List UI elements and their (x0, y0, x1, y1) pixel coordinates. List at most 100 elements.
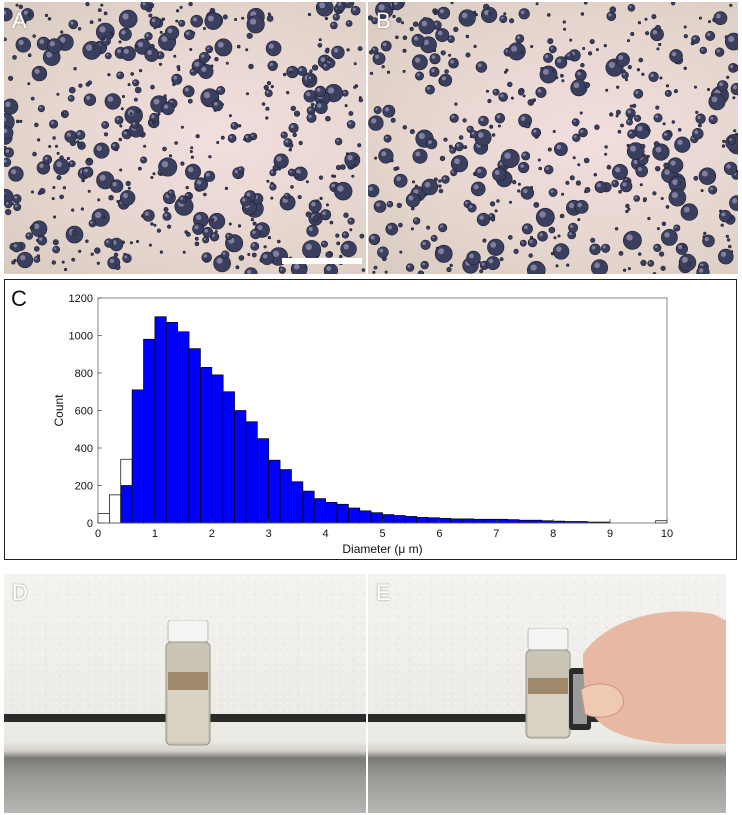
droplet (655, 105, 660, 110)
droplet (469, 130, 479, 139)
droplet (353, 85, 357, 89)
droplet (90, 252, 94, 256)
droplet (109, 179, 124, 193)
droplet (589, 39, 595, 45)
droplet (236, 44, 241, 49)
droplet-highlight (121, 30, 126, 35)
droplet-highlight (345, 2, 349, 4)
droplet-highlight (59, 36, 66, 43)
droplet-highlight (112, 182, 117, 187)
droplet-highlight (46, 51, 53, 58)
droplet (5, 209, 12, 216)
droplet-field-a (4, 2, 366, 274)
droplet-highlight (5, 101, 11, 108)
droplet (544, 165, 554, 175)
droplet-highlight (421, 20, 428, 27)
droplet (263, 84, 269, 91)
droplet (246, 32, 253, 39)
droplet-highlight (505, 49, 509, 53)
droplet (644, 17, 648, 21)
droplet (100, 3, 104, 7)
droplet-highlight (322, 211, 326, 215)
droplet-highlight (169, 190, 172, 194)
droplet (714, 47, 725, 57)
droplet (12, 55, 17, 60)
droplet (662, 122, 666, 126)
droplet (624, 78, 628, 82)
droplet (634, 122, 651, 139)
droplet-highlight (90, 221, 93, 224)
droplet (344, 152, 361, 168)
droplet (190, 14, 203, 28)
droplet-highlight (161, 161, 169, 168)
droplet (492, 167, 507, 182)
droplet (555, 264, 559, 268)
droplet (604, 152, 608, 156)
droplet (390, 117, 396, 123)
droplet (571, 118, 580, 127)
droplet (66, 156, 71, 161)
droplet-highlight (144, 211, 149, 216)
droplet (30, 220, 48, 238)
droplet (640, 143, 646, 150)
droplet (357, 46, 363, 51)
droplet-highlight (112, 143, 116, 147)
droplet (248, 63, 254, 70)
droplet (392, 14, 396, 18)
droplet-highlight (664, 132, 668, 136)
droplet (489, 124, 494, 129)
droplet (290, 185, 294, 189)
droplet-highlight (650, 73, 654, 78)
droplet-highlight (250, 18, 257, 25)
droplet (15, 3, 19, 7)
droplet-highlight (266, 90, 269, 94)
droplet (4, 37, 7, 42)
droplet-highlight (629, 5, 632, 8)
droplet (114, 264, 121, 271)
droplet (622, 230, 642, 250)
droplet (458, 9, 476, 27)
droplet (647, 259, 655, 267)
droplet-highlight (655, 115, 659, 119)
droplet (627, 267, 631, 271)
y-tick-label: 600 (75, 406, 93, 418)
droplet (519, 239, 527, 247)
droplet (312, 215, 319, 222)
droplet (56, 175, 62, 181)
droplet (304, 265, 308, 269)
droplet (349, 228, 353, 232)
droplet (332, 13, 340, 21)
droplet (47, 17, 52, 21)
droplet (292, 132, 297, 138)
droplet (532, 98, 537, 103)
droplet (164, 25, 180, 40)
droplet (616, 85, 620, 89)
droplet-highlight (347, 21, 350, 24)
histogram-bar (313, 498, 326, 524)
droplet (75, 130, 86, 141)
droplet-highlight (456, 143, 460, 147)
droplet (36, 254, 41, 258)
droplet-highlight (188, 166, 194, 173)
droplet (309, 69, 313, 73)
droplet-highlight (203, 254, 207, 258)
droplet-highlight (634, 196, 637, 199)
droplet (127, 186, 131, 190)
droplet (134, 86, 142, 94)
droplet (118, 9, 138, 29)
droplet-highlight (729, 138, 732, 141)
droplet (720, 223, 724, 227)
droplet-highlight (627, 120, 630, 123)
droplet-highlight (5, 149, 10, 153)
droplet (179, 5, 183, 9)
droplet (163, 94, 167, 98)
droplet (402, 69, 406, 73)
droplet (237, 224, 242, 228)
droplet-highlight (27, 233, 30, 237)
droplet (517, 89, 524, 96)
droplet (518, 161, 530, 174)
droplet (267, 60, 278, 71)
histogram-bar (211, 374, 224, 524)
droplet-highlight (142, 2, 146, 6)
droplet (412, 217, 421, 225)
